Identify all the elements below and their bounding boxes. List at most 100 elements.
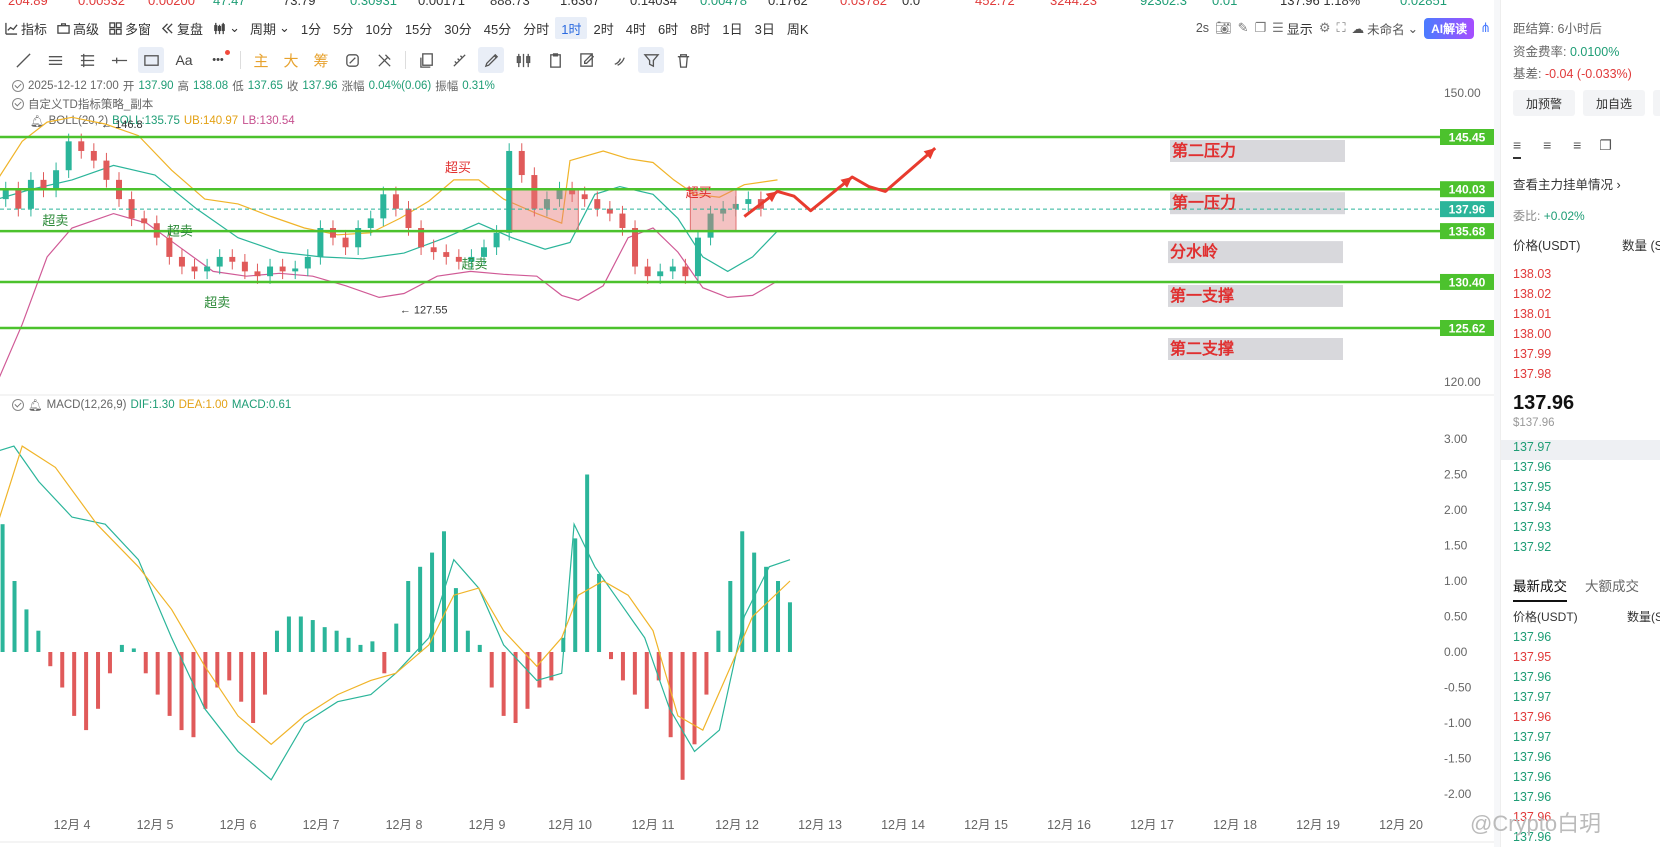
orderbook-window-icon[interactable]: ❐ <box>1599 137 1612 153</box>
ask-row[interactable]: 137.98 <box>1513 367 1660 387</box>
timeframe-30分[interactable]: 30分 <box>444 21 472 37</box>
add-favorite-button[interactable]: 加自选 <box>1583 90 1645 116</box>
main-chart-tool[interactable]: 主 <box>253 52 269 70</box>
ai-analysis-button[interactable]: AI解读 <box>1424 17 1475 39</box>
bid-row[interactable]: 137.95 <box>1513 480 1660 500</box>
orderbook-both-icon[interactable]: ≡ <box>1513 137 1522 159</box>
draw-mode-tool[interactable] <box>478 47 504 73</box>
chart-area[interactable]: 150.00 120.00 3.00 2.50 2.00 1.50 1.00 0.50 0.00… <box>0 75 1494 847</box>
big-order-tool[interactable]: 大 <box>283 52 299 70</box>
ask-row[interactable]: 138.01 <box>1513 307 1660 327</box>
magnet-tool[interactable] <box>339 47 365 73</box>
copy-tool[interactable] <box>414 47 440 73</box>
timeframe-6时[interactable]: 6时 <box>657 21 679 37</box>
ticker-value[interactable]: 0.02851 <box>1400 0 1447 8</box>
tab-latest-trades[interactable]: 最新成交 <box>1513 575 1567 602</box>
ticker-value[interactable]: 0.00200 <box>148 0 195 8</box>
eraser-tool[interactable] <box>606 47 632 73</box>
fib-tool[interactable] <box>74 47 100 73</box>
timeframe-2时[interactable]: 2时 <box>593 21 614 37</box>
rectangle-tool[interactable] <box>138 47 164 73</box>
orderbook-bids-icon[interactable]: ≡ <box>1543 137 1552 153</box>
bell-icon[interactable]: 🔔︎ <box>28 400 43 412</box>
delete-tool[interactable] <box>670 47 696 73</box>
timeframe-15分[interactable]: 15分 <box>404 21 433 37</box>
edit-tool[interactable] <box>574 47 600 73</box>
bid-row[interactable]: 137.96 <box>1513 460 1660 480</box>
collapse-toggle-icon[interactable] <box>12 80 24 92</box>
ticker-value[interactable]: 47.47 <box>213 0 246 8</box>
pencil-icon[interactable]: ✎ <box>1237 20 1249 35</box>
panel-divider[interactable] <box>1494 0 1500 847</box>
ticker-value[interactable]: 0.00171 <box>418 0 465 8</box>
ticker-value[interactable]: 73.79 <box>283 0 316 8</box>
timeframe-1时[interactable]: 1时 <box>555 17 588 39</box>
clipboard-tool[interactable] <box>542 47 568 73</box>
timeframe-4时[interactable]: 4时 <box>625 21 646 37</box>
bid-row[interactable]: 137.97 <box>1501 440 1660 460</box>
more-tools[interactable]: ••• <box>204 47 232 73</box>
ticker-value[interactable]: 0.0 <box>902 0 921 8</box>
timeframe-10分[interactable]: 10分 <box>365 21 393 37</box>
layout-name-dropdown[interactable]: ☁ 未命名 ⌄ <box>1351 21 1419 37</box>
indicator-compare-tool[interactable] <box>510 47 536 73</box>
bid-row[interactable]: 137.92 <box>1513 540 1660 560</box>
ticker-value[interactable]: 204.89 <box>8 0 48 8</box>
ticker-value[interactable]: 452.72 <box>975 0 1015 8</box>
ticker-value[interactable]: 0.03782 <box>840 0 887 8</box>
ticker-value[interactable]: 137.96 1.18% <box>1280 0 1361 8</box>
advanced-button[interactable]: 高级 <box>52 17 104 39</box>
settings-icon[interactable]: ⚙ <box>1318 20 1331 35</box>
timeframe-3日[interactable]: 3日 <box>754 21 775 37</box>
parallel-channel-tool[interactable] <box>42 47 68 73</box>
ticker-value[interactable]: 0.00478 <box>700 0 747 8</box>
ruler-tool[interactable] <box>446 47 472 73</box>
timeframe-分时[interactable]: 分时 <box>523 21 550 37</box>
bell-icon[interactable]: 🔔︎ <box>30 116 45 128</box>
trend-line-tool[interactable] <box>10 47 36 73</box>
share-icon[interactable]: ⋔ <box>1480 20 1491 35</box>
orderbook-asks-icon[interactable]: ≡ <box>1573 137 1582 153</box>
ticker-value[interactable]: 0.1762 <box>768 0 808 8</box>
timeframe-45分[interactable]: 45分 <box>483 21 512 37</box>
timeframe-5分[interactable]: 5分 <box>333 21 354 37</box>
ask-row[interactable]: 138.03 <box>1513 267 1660 287</box>
window-icon[interactable]: ❐ <box>1254 20 1267 35</box>
tab-large-trades[interactable]: 大额成交 <box>1585 579 1639 594</box>
replay-button[interactable]: 复盘 <box>156 17 208 39</box>
timeframe-周K[interactable]: 周K <box>786 21 809 37</box>
main-orders-link[interactable]: 查看主力挂单情况 › <box>1513 178 1621 192</box>
ticker-value[interactable]: 0.30931 <box>350 0 397 8</box>
chip-tool[interactable]: 筹 <box>313 52 329 70</box>
timeframe-1日[interactable]: 1日 <box>722 21 743 37</box>
lock-draw-tool[interactable] <box>371 47 397 73</box>
multiwindow-button[interactable]: 多窗 <box>104 17 156 39</box>
ticker-value[interactable]: 92302.3 <box>1140 0 1187 8</box>
more-button[interactable] <box>1653 90 1660 116</box>
refresh-interval[interactable]: 2s <box>1195 21 1210 35</box>
collapse-toggle-icon[interactable] <box>12 399 24 411</box>
collapse-toggle-icon[interactable] <box>12 98 24 110</box>
timeframe-1分[interactable]: 1分 <box>300 21 322 37</box>
fullscreen-icon[interactable]: ⛶ <box>1336 20 1346 35</box>
bid-row[interactable]: 137.94 <box>1513 500 1660 520</box>
ticker-value[interactable]: 0.01 <box>1212 0 1238 8</box>
ask-row[interactable]: 138.00 <box>1513 327 1660 347</box>
ask-row[interactable]: 138.02 <box>1513 287 1660 307</box>
chart-type-dropdown[interactable]: ⌄ <box>208 17 245 39</box>
camera-icon[interactable]: 📷︎ <box>1215 20 1232 35</box>
horizontal-line-tool[interactable] <box>106 47 132 73</box>
ticker-value[interactable]: 0.14034 <box>630 0 677 8</box>
ticker-value[interactable]: 888.73 <box>490 0 530 8</box>
text-tool[interactable]: Aa <box>175 52 193 68</box>
ticker-value[interactable]: 1.6367 <box>560 0 600 8</box>
bid-row[interactable]: 137.93 <box>1513 520 1660 540</box>
period-dropdown[interactable]: 周期 ⌄ <box>249 20 290 37</box>
ticker-value[interactable]: 0.00532 <box>78 0 125 8</box>
filter-tool[interactable] <box>638 47 664 73</box>
add-alert-button[interactable]: 加预警 <box>1513 90 1575 116</box>
indicator-button[interactable]: 指标 <box>0 17 52 39</box>
ticker-value[interactable]: 3244.23 <box>1050 0 1097 8</box>
ask-row[interactable]: 137.99 <box>1513 347 1660 367</box>
timeframe-8时[interactable]: 8时 <box>690 21 711 37</box>
